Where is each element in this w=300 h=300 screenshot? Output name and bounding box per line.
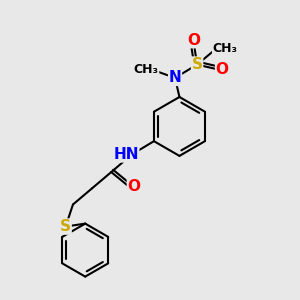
Text: N: N	[169, 70, 182, 86]
Text: S: S	[192, 57, 203, 72]
Text: CH₃: CH₃	[134, 62, 159, 76]
Text: CH₃: CH₃	[213, 42, 238, 55]
Text: O: O	[128, 179, 140, 194]
Text: O: O	[216, 61, 229, 76]
Text: S: S	[60, 219, 71, 234]
Text: O: O	[188, 33, 201, 48]
Text: HN: HN	[113, 147, 139, 162]
